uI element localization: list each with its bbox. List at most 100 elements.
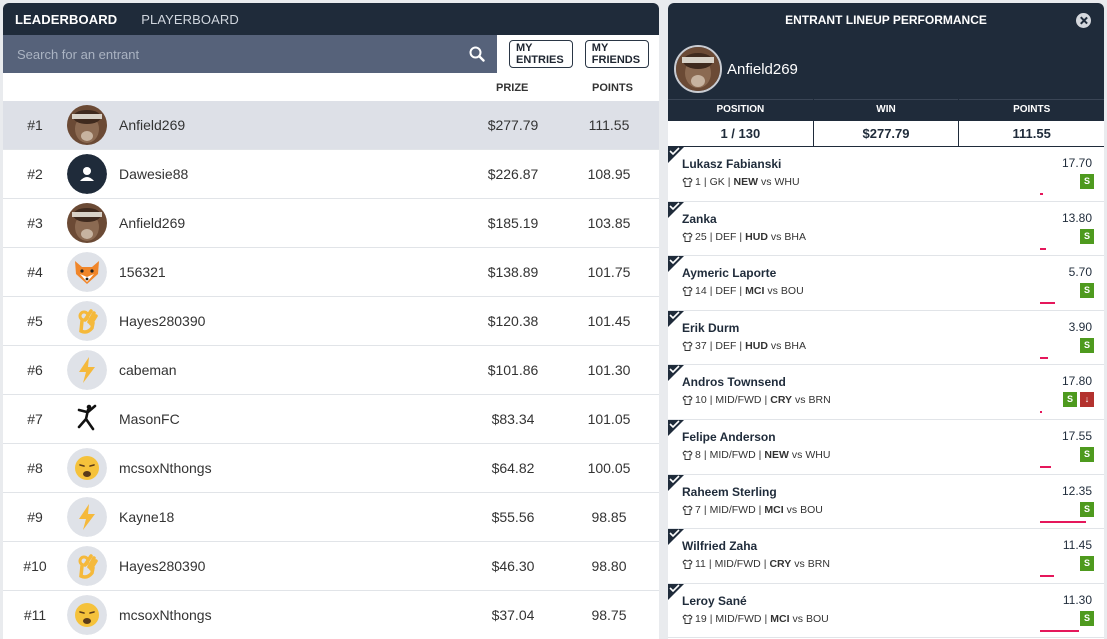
entry-rank: #11 [23, 607, 47, 623]
separator: | [709, 394, 713, 407]
entry-rank: #4 [27, 264, 43, 280]
player-name[interactable]: Aymeric Laporte [682, 266, 777, 281]
check-icon [669, 256, 680, 265]
player-name[interactable]: Wilfried Zaha [682, 539, 758, 554]
search-input[interactable] [3, 35, 497, 73]
player-badges: S [1077, 610, 1094, 626]
player-name[interactable]: Raheem Sterling [682, 484, 777, 499]
player-name[interactable]: Leroy Sané [682, 593, 747, 608]
check-icon [669, 365, 680, 374]
player-team: NEW [764, 448, 789, 461]
player-badges: S [1077, 337, 1094, 353]
lightning-avatar-icon [67, 350, 107, 390]
my-friends-button[interactable]: MY FRIENDS [584, 40, 649, 68]
player-points: 17.70 [1061, 156, 1092, 170]
table-row[interactable]: #5 Hayes280390 $120.38 101.45 [3, 297, 659, 346]
entry-prize: $138.89 [487, 264, 539, 280]
table-row[interactable]: #1 Anfield269 $277.79 111.55 [3, 101, 659, 150]
lightning-avatar-icon [67, 497, 107, 537]
lineup-player-row[interactable]: Lukasz Fabianski 1 | GK | NEW vs WHU 17.70 S [668, 147, 1104, 202]
entry-prize: $64.82 [491, 460, 535, 476]
lineup-player-row[interactable]: Aymeric Laporte 14 | DEF | MCI vs BOU 5.70 S [668, 256, 1104, 311]
leaderboard-list: #1 Anfield269 $277.79 111.55 #2 Dawesie88 $226… [3, 101, 659, 639]
entry-username[interactable]: MasonFC [119, 411, 180, 427]
checkmark-corner-icon [668, 256, 684, 273]
shirt-icon [682, 504, 693, 515]
stat-points-label: POINTS [959, 99, 1104, 121]
lineup-player-row[interactable]: Zanka 25 | DEF | HUD vs BHA 13.80 S [668, 201, 1104, 257]
stat-position-label: POSITION [668, 99, 813, 121]
table-row[interactable]: #2 Dawesie88 $226.87 108.95 [3, 150, 659, 199]
entry-username[interactable]: Dawesie88 [119, 166, 189, 182]
player-name[interactable]: Andros Townsend [682, 375, 786, 390]
my-entries-button[interactable]: MY ENTRIES [509, 40, 573, 68]
table-row[interactable]: #6 cabeman $101.86 101.30 [3, 346, 659, 395]
entry-rank: #6 [27, 362, 43, 378]
player-name[interactable]: Erik Durm [682, 320, 740, 335]
table-row[interactable]: #3 Anfield269 $185.19 103.85 [3, 199, 659, 248]
player-name[interactable]: Zanka [682, 211, 717, 226]
lineup-player-row[interactable]: Erik Durm 37 | DEF | HUD vs BHA 3.90 S [668, 310, 1104, 366]
entry-username[interactable]: Anfield269 [119, 117, 186, 133]
minutes-progress-bar [1040, 247, 1046, 250]
check-icon [669, 311, 680, 319]
lineup-player-row[interactable]: Raheem Sterling 7 | MID/FWD | MCI vs BOU 12.35 S [668, 474, 1104, 530]
shirt-icon [682, 286, 693, 297]
player-points: 13.80 [1061, 210, 1092, 225]
table-row[interactable]: #9 Kayne18 $55.56 98.85 [3, 493, 659, 542]
separator: | [758, 448, 762, 461]
tab-leaderboard[interactable]: LEADERBOARD [15, 11, 118, 27]
lineup-player-row[interactable]: Leroy Sané 19 | MID/FWD | MCI vs BOU 11.30 S [668, 583, 1104, 639]
player-shirt-number: 8 [695, 448, 701, 461]
player-opponent: WHU [805, 448, 831, 461]
tab-playerboard[interactable]: PLAYERBOARD [141, 11, 239, 27]
entry-prize: $120.38 [487, 313, 539, 329]
table-row[interactable]: #4 156321 $138.89 101.75 [3, 248, 659, 297]
vs-label: vs [760, 176, 772, 188]
player-position: DEF [715, 285, 737, 298]
player-shirt-number: 7 [695, 503, 701, 516]
lineup-player-row[interactable]: Felipe Anderson 8 | MID/FWD | NEW vs WHU 17.55 S [668, 419, 1104, 475]
starter-badge: S [1080, 556, 1094, 572]
player-team: NEW [733, 176, 758, 188]
entry-username[interactable]: Kayne18 [119, 509, 175, 525]
vs-label: vs [795, 394, 806, 407]
player-position: MID/FWD [709, 448, 756, 461]
check-icon [669, 147, 680, 155]
entry-prize: $55.56 [491, 509, 535, 525]
checkmark-corner-icon [668, 310, 684, 327]
vs-label: vs [791, 448, 803, 461]
table-row[interactable]: #7 MasonFC $83.34 101.05 [3, 395, 659, 444]
table-row[interactable]: #11 mcsoxNthongs $37.04 98.75 [3, 591, 659, 639]
stat-points: POINTS 111.55 [959, 99, 1104, 147]
player-name[interactable]: Felipe Anderson [682, 429, 776, 444]
search-icon[interactable] [469, 46, 485, 62]
lineup-player-row[interactable]: Andros Townsend 10 | MID/FWD | CRY vs BRN 17.80 S… [668, 365, 1104, 420]
table-row[interactable]: #10 Hayes280390 $46.30 98.80 [3, 542, 659, 591]
entry-points: 111.55 [588, 117, 630, 133]
player-name[interactable]: Lukasz Fabianski [682, 157, 782, 171]
lineup-player-row[interactable]: Wilfried Zaha 11 | MID/FWD | CRY vs BRN 11.45 S [668, 529, 1104, 584]
player-position: DEF [715, 230, 737, 243]
lineup-performance-panel: ENTRANT LINEUP PERFORMANCE Anfield269 PO… [668, 3, 1104, 639]
player-badges: S ↓ [1060, 392, 1094, 408]
entry-username[interactable]: Anfield269 [119, 215, 186, 231]
jumpman-avatar-icon [67, 399, 107, 439]
entry-username[interactable]: mcsoxNthongs [119, 460, 212, 476]
entry-username[interactable]: Hayes280390 [119, 558, 206, 574]
table-row[interactable]: #8 mcsoxNthongs $64.82 100.05 [3, 444, 659, 493]
entry-username[interactable]: Hayes280390 [119, 313, 206, 329]
player-points: 5.70 [1068, 265, 1092, 280]
entry-prize: $37.04 [491, 607, 535, 623]
vs-label: vs [767, 285, 778, 298]
entry-rank: #1 [27, 117, 43, 133]
entry-username[interactable]: 156321 [119, 264, 166, 280]
player-badges: S [1077, 228, 1094, 244]
entry-rank: #7 [27, 411, 43, 427]
lineup-player-list: Lukasz Fabianski 1 | GK | NEW vs WHU 17.70 S Zanka… [668, 147, 1104, 639]
close-icon[interactable] [1076, 13, 1091, 28]
entry-points: 101.45 [587, 313, 631, 329]
entry-username[interactable]: mcsoxNthongs [119, 607, 212, 623]
entry-username[interactable]: cabeman [119, 362, 177, 378]
checkmark-corner-icon [668, 201, 684, 218]
